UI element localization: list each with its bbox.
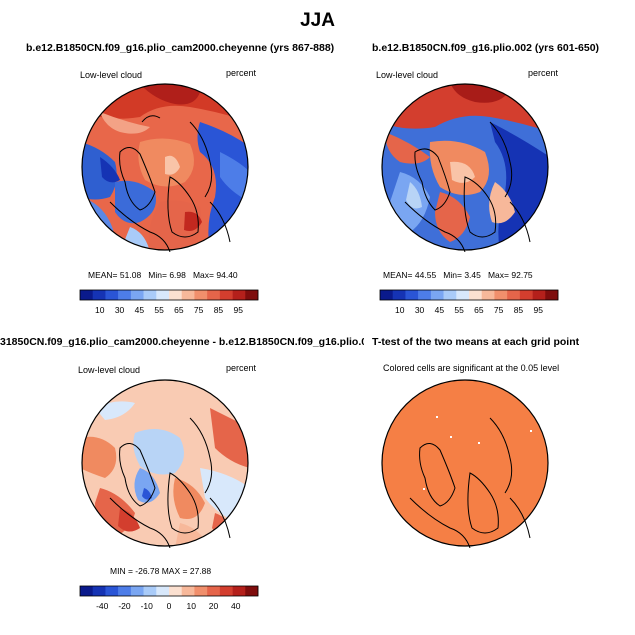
panel-1-units: percent <box>226 68 257 78</box>
colorbar-tick-label: 10 <box>95 305 105 315</box>
colorbar-tick-label: 10 <box>187 601 197 611</box>
colorbar-tick-label: -20 <box>118 601 131 611</box>
panel-4-title: T-test of the two means at each grid poi… <box>372 336 580 348</box>
panel-3-polar-map <box>81 379 249 548</box>
panel-1-colorbar: 10 30 45 55 65 75 85 95 <box>79 289 259 315</box>
colorbar-swatch <box>380 290 394 300</box>
colorbar-swatch <box>418 290 432 300</box>
colorbar-tick-label: 20 <box>209 601 219 611</box>
colorbar-swatch <box>194 290 208 300</box>
page-title: JJA <box>300 10 335 31</box>
panel-2-variable: Low-level cloud <box>376 70 439 80</box>
colorbar-swatch <box>219 290 233 300</box>
colorbar-swatch <box>232 586 246 596</box>
panel-3-variable: Low-level cloud <box>78 365 141 375</box>
colorbar-swatch <box>156 290 170 300</box>
panel-1-variable: Low-level cloud <box>80 70 143 80</box>
colorbar-swatch <box>207 586 221 596</box>
colorbar-swatch <box>194 586 208 596</box>
panel-2-units: percent <box>528 68 559 78</box>
colorbar-tick-label: 65 <box>474 305 484 315</box>
panel-2-title: b.e12.B1850CN.f09_g16.plio.002 (yrs 601-… <box>372 42 600 54</box>
panel-1-stats: MEAN= 51.08 Min= 6.98 Max= 94.40 <box>88 270 238 280</box>
panel-2-colorbar: 10 30 45 55 65 75 85 95 <box>379 289 559 315</box>
colorbar-swatch <box>80 290 94 300</box>
colorbar-tick-label: 45 <box>135 305 145 315</box>
colorbar-tick-label: 85 <box>214 305 224 315</box>
colorbar-tick-label: -40 <box>96 601 109 611</box>
colorbar-tick-label: 30 <box>415 305 425 315</box>
colorbar-tick-label: 85 <box>514 305 524 315</box>
colorbar-swatch <box>545 290 559 300</box>
colorbar-swatch <box>143 586 157 596</box>
colorbar-swatch <box>519 290 533 300</box>
colorbar-tick-label: 40 <box>231 601 241 611</box>
panel-4-polar-map <box>381 379 549 548</box>
colorbar-swatch <box>456 290 470 300</box>
colorbar-tick-label: 75 <box>494 305 504 315</box>
colorbar-swatch <box>118 290 132 300</box>
colorbar-swatch <box>207 290 221 300</box>
colorbar-swatch <box>494 290 508 300</box>
panel-3-stats: MIN = -26.78 MAX = 27.88 <box>110 566 212 576</box>
panel-3-units: percent <box>226 363 257 373</box>
colorbar-swatch <box>105 290 119 300</box>
colorbar-tick-label: -10 <box>141 601 154 611</box>
colorbar-swatch <box>232 290 246 300</box>
colorbar-tick-label: 95 <box>233 305 243 315</box>
colorbar-tick-label: 45 <box>435 305 445 315</box>
colorbar-tick-label: 30 <box>115 305 125 315</box>
colorbar-tick-label: 10 <box>395 305 405 315</box>
colorbar-swatch <box>469 290 483 300</box>
colorbar-tick-label: 95 <box>533 305 543 315</box>
colorbar-swatch <box>443 290 457 300</box>
colorbar-tick-label: 75 <box>194 305 204 315</box>
panel-2-stats: MEAN= 44.55 Min= 3.45 Max= 92.75 <box>383 270 533 280</box>
colorbar-swatch <box>245 586 259 596</box>
panel-1-title: b.e12.B1850CN.f09_g16.plio_cam2000.cheye… <box>26 42 335 54</box>
panel-4-subtitle: Colored cells are significant at the 0.0… <box>383 363 560 373</box>
colorbar-swatch <box>169 586 183 596</box>
colorbar-swatch <box>181 586 195 596</box>
colorbar-swatch <box>169 290 183 300</box>
panel-2-polar-map <box>381 83 549 252</box>
colorbar-swatch <box>392 290 406 300</box>
colorbar-tick-label: 55 <box>454 305 464 315</box>
colorbar-tick-label: 0 <box>167 601 172 611</box>
colorbar-swatch <box>481 290 495 300</box>
colorbar-swatch <box>507 290 521 300</box>
colorbar-swatch <box>405 290 419 300</box>
colorbar-swatch <box>181 290 195 300</box>
colorbar-swatch <box>430 290 444 300</box>
colorbar-swatch <box>105 586 119 596</box>
colorbar-swatch <box>80 586 94 596</box>
colorbar-swatch <box>92 290 106 300</box>
panel-3-title: 31850CN.f09_g16.plio_cam2000.cheyenne - … <box>0 336 364 348</box>
panel-3-colorbar: -40 -20 -10 0 10 20 40 <box>79 585 259 611</box>
colorbar-swatch <box>219 586 233 596</box>
colorbar-swatch <box>532 290 546 300</box>
colorbar-swatch <box>245 290 259 300</box>
colorbar-swatch <box>130 586 144 596</box>
colorbar-swatch <box>92 586 106 596</box>
panel-1-polar-map <box>81 83 249 252</box>
colorbar-swatch <box>130 290 144 300</box>
colorbar-swatch <box>118 586 132 596</box>
colorbar-swatch <box>156 586 170 596</box>
colorbar-tick-label: 55 <box>154 305 164 315</box>
colorbar-tick-label: 65 <box>174 305 184 315</box>
colorbar-swatch <box>143 290 157 300</box>
